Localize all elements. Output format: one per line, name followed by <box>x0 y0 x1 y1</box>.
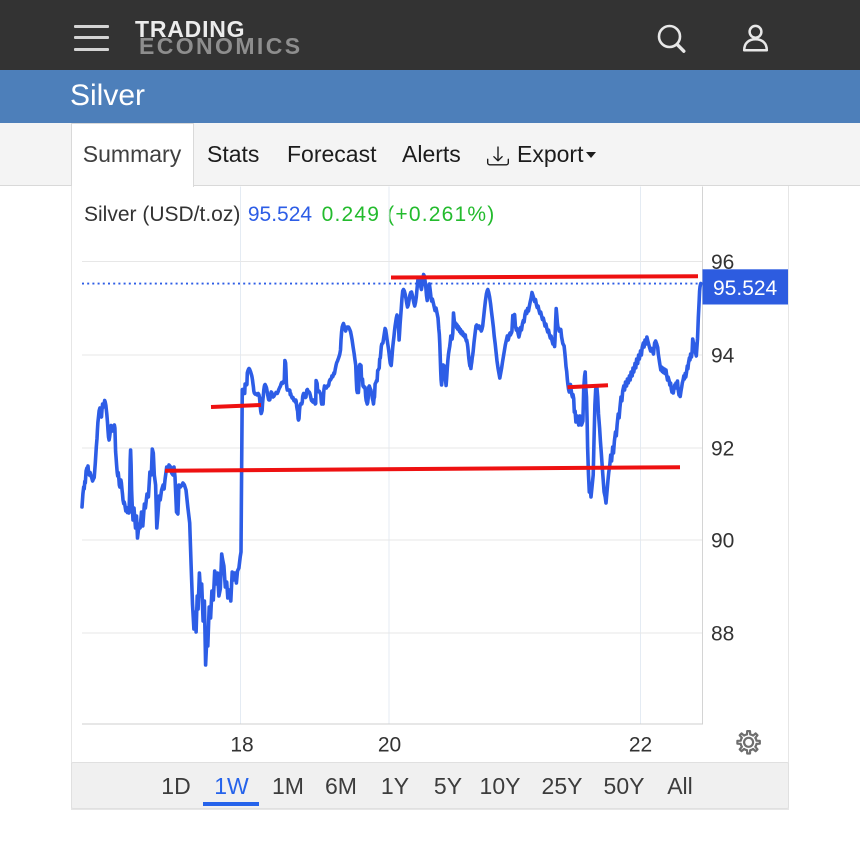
svg-text:22: 22 <box>629 734 652 757</box>
svg-text:20: 20 <box>378 734 401 757</box>
svg-text:88: 88 <box>711 623 734 646</box>
svg-text:96: 96 <box>711 251 734 274</box>
svg-text:90: 90 <box>711 530 734 553</box>
svg-text:92: 92 <box>711 438 734 461</box>
svg-text:94: 94 <box>711 345 735 368</box>
svg-text:18: 18 <box>230 734 253 757</box>
svg-text:95.524: 95.524 <box>713 277 778 300</box>
